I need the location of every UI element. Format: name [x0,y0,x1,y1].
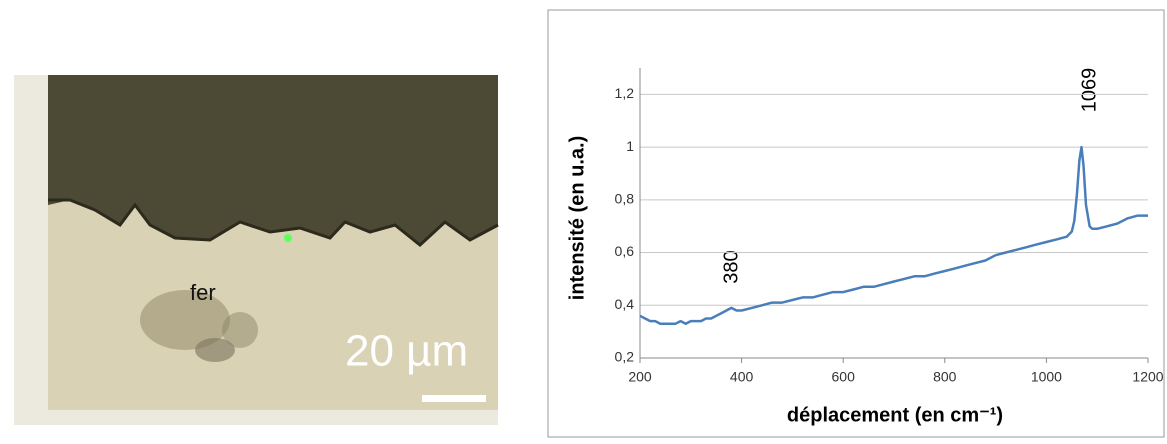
y-tick-label: 0,2 [615,349,635,365]
y-tick-label: 1 [626,138,634,154]
x-tick-label: 1000 [1031,369,1062,385]
spectrum-line [639,145,1148,325]
x-tick-label: 1200 [1132,369,1163,385]
stain [222,312,258,348]
scale-bar [422,395,486,402]
x-tick-label: 400 [730,369,754,385]
micrograph: fer 20 µm [14,75,499,425]
x-tick-label: 800 [933,369,957,385]
y-tick-label: 0,8 [615,191,635,207]
y-tick-label: 0,6 [615,243,635,259]
y-tick-label: 1,2 [615,85,635,101]
y-tick-label: 0,4 [615,296,635,312]
x-tick-label: 600 [832,369,856,385]
dark-region [48,75,498,245]
x-axis-title: déplacement (en cm⁻¹) [787,404,1003,426]
label-fer: fer [190,280,216,305]
interface [48,198,499,247]
annotation: 380 [720,250,742,283]
y-axis-title: intensité (en u.a.) [566,136,588,300]
chart-frame [547,9,1165,438]
scale-label: 20 µm [345,327,468,376]
stain [140,290,230,350]
laser-spot [284,234,292,242]
x-tick-label: 200 [628,369,652,385]
stain [195,338,235,362]
annotation: 1069 [1078,68,1100,113]
